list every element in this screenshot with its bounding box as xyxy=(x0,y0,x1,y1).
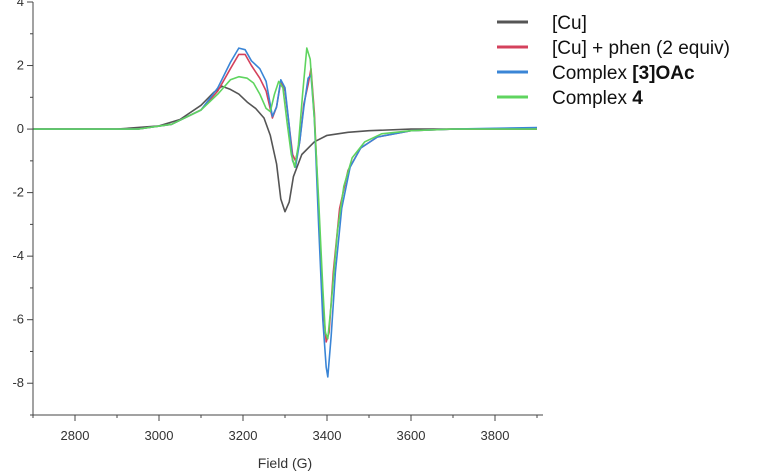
legend-label-part: 4 xyxy=(632,88,643,109)
legend-label-part: [3]OAc xyxy=(632,63,695,84)
x-tick-label: 2800 xyxy=(61,428,90,443)
x-tick-label: 3200 xyxy=(229,428,258,443)
legend-label-2: [Cu] + phen (2 equiv) xyxy=(552,38,730,59)
legend-label-1: [Cu] xyxy=(552,13,587,34)
legend-label-part: Complex xyxy=(552,63,632,84)
y-tick-label: -2 xyxy=(12,185,24,200)
legend-label-part: [Cu] xyxy=(552,13,587,34)
y-tick-label: 0 xyxy=(17,121,24,136)
y-tick-label: 2 xyxy=(17,58,24,73)
y-tick-label: -6 xyxy=(12,312,24,327)
series-line-4 xyxy=(33,47,537,340)
y-tick-label: 4 xyxy=(17,0,24,9)
series-line-1 xyxy=(33,85,537,213)
x-tick-label: 3000 xyxy=(145,428,174,443)
x-axis-ticks: 2800 3000 3200 3400 3600 3800 xyxy=(32,415,538,443)
legend-label-4: Complex 4 xyxy=(552,88,643,109)
x-tick-label: 3800 xyxy=(481,428,510,443)
x-tick-label: 3600 xyxy=(397,428,426,443)
legend-label-part: [Cu] + phen (2 equiv) xyxy=(552,38,730,59)
y-tick-label: -8 xyxy=(12,375,24,390)
x-axis-title: Field (G) xyxy=(258,455,312,471)
y-tick-label: -4 xyxy=(12,248,24,263)
legend-label-3: Complex [3]OAc xyxy=(552,63,695,84)
legend: [Cu][Cu] + phen (2 equiv)Complex [3]OAcC… xyxy=(497,13,730,109)
x-tick-label: 3400 xyxy=(313,428,342,443)
legend-label-part: Complex xyxy=(552,88,632,109)
y-axis-ticks: 4 2 0 -2 -4 -6 -8 xyxy=(12,0,33,416)
series-line-2 xyxy=(33,53,537,343)
series-layer xyxy=(33,47,538,378)
